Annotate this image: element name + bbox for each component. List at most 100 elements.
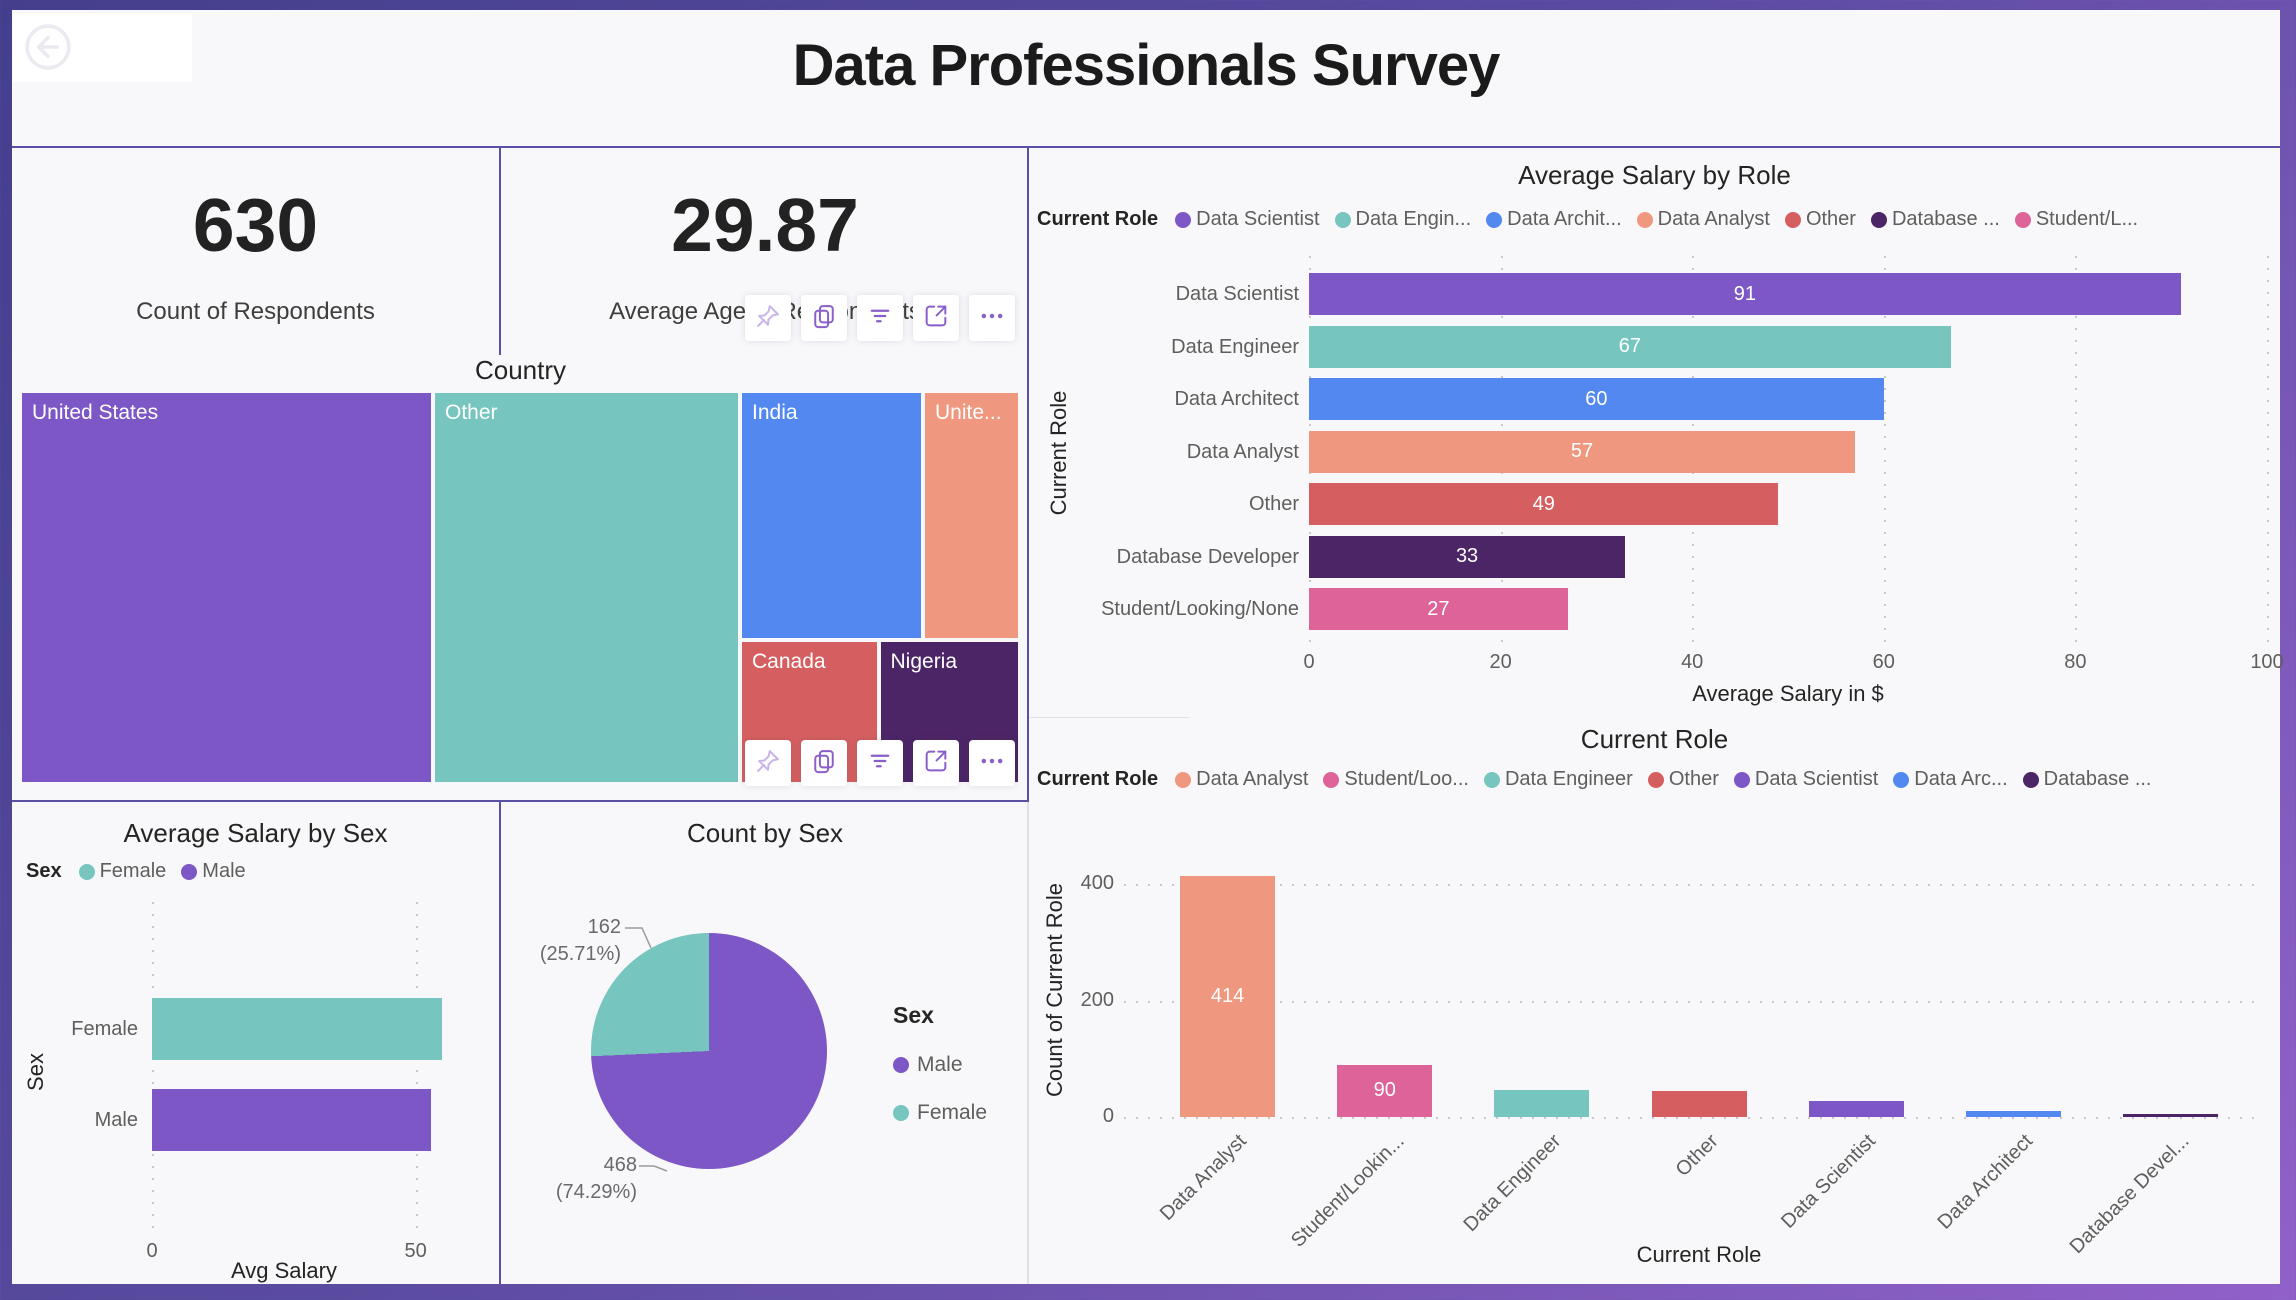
role-bar[interactable]: 60: [1309, 378, 1884, 420]
axis-tick: 0: [1102, 1105, 1114, 1127]
legend-label: Student/Loo...: [1344, 768, 1469, 790]
legend-item[interactable]: Male: [181, 860, 246, 883]
filter-button[interactable]: [857, 295, 903, 341]
grid-line: [2075, 256, 2078, 643]
pie-title: Count by Sex: [686, 818, 844, 848]
treemap-tile[interactable]: Other: [433, 391, 740, 784]
legend-dot: [78, 863, 95, 880]
legend-item[interactable]: Female: [893, 1101, 987, 1125]
legend-item[interactable]: Data Analyst: [1175, 768, 1308, 791]
left-right-divider-lower: [1027, 802, 1029, 1284]
legend-item[interactable]: Student/L...: [2014, 208, 2138, 231]
salary-by-role-chart: Average Salary by Role Current Role Data…: [1029, 148, 2284, 718]
more-options-button[interactable]: [969, 295, 1015, 341]
axis-tick: 50: [404, 1240, 427, 1262]
legend-dot: [1636, 211, 1653, 228]
category-label: Database Developer: [1116, 545, 1299, 568]
legend-dot: [1733, 771, 1750, 788]
column-bar[interactable]: [2122, 1114, 2218, 1117]
column-bar[interactable]: [1965, 1110, 2061, 1117]
column-bar[interactable]: [1808, 1100, 1904, 1117]
legend-item[interactable]: Female: [78, 860, 166, 883]
pie-callout-female-pct: (25.71%): [539, 943, 621, 965]
grid-line: [1124, 1117, 2254, 1119]
value-label: 67: [1618, 335, 1642, 357]
role-bar[interactable]: 33: [1309, 535, 1626, 578]
legend-item[interactable]: Database ...: [1870, 208, 2000, 231]
legend-label: Data Analyst: [1196, 768, 1309, 790]
legend-label: Data Engineer: [1504, 768, 1633, 790]
header-underline: [12, 146, 2280, 148]
header: Data Professionals Survey: [12, 10, 2280, 146]
pin-button[interactable]: [745, 740, 791, 786]
legend-item[interactable]: Data Archit...: [1486, 208, 1622, 231]
role-bar[interactable]: 57: [1309, 430, 1856, 473]
role-bar[interactable]: 91: [1309, 273, 2181, 315]
visual-hover-toolbar: [745, 740, 1015, 786]
focus-mode-button[interactable]: [913, 740, 959, 786]
legend-label: Male: [202, 860, 246, 882]
legend-item[interactable]: Data Analyst: [1636, 208, 1770, 231]
back-button[interactable]: [13, 13, 192, 82]
value-label: 33: [1455, 545, 1479, 567]
legend-item[interactable]: Data Scientist: [1733, 768, 1879, 791]
axis-tick: 80: [2064, 651, 2087, 673]
sex-bar[interactable]: [152, 1089, 432, 1151]
more-options-button[interactable]: [969, 740, 1015, 786]
value-label: 60: [1585, 387, 1608, 410]
legend-label: Male: [917, 1053, 963, 1076]
column-bar[interactable]: 414: [1180, 876, 1276, 1117]
salary-by-sex-title: Average Salary by Sex: [123, 818, 388, 848]
left-right-divider: [1027, 148, 1029, 802]
legend-item[interactable]: Male: [893, 1053, 987, 1077]
legend-item[interactable]: Data Arc...: [1893, 768, 2008, 791]
legend-label: Data Archit...: [1507, 208, 1622, 230]
value-label: 57: [1570, 440, 1594, 462]
card-divider: [499, 148, 501, 355]
average-age-card: 29.87 Average Age of Respondents: [501, 148, 1029, 355]
legend-label: Data Scientist: [1754, 768, 1879, 790]
category-label: Other: [1671, 1130, 1723, 1181]
column-bar[interactable]: 90: [1337, 1064, 1433, 1117]
legend-label: Data Engin...: [1355, 208, 1472, 230]
grid-line: [1883, 256, 1886, 643]
copy-button[interactable]: [801, 295, 847, 341]
sex-bar[interactable]: [152, 998, 442, 1060]
legend-item[interactable]: Data Engin...: [1334, 208, 1472, 231]
category-label: Data Engineer: [1171, 335, 1299, 358]
column-bar[interactable]: [1651, 1090, 1747, 1117]
treemap-tile[interactable]: United States: [20, 391, 433, 784]
legend-item[interactable]: Database ...: [2022, 768, 2151, 791]
category-label: Data Architect: [1174, 388, 1299, 410]
pin-button[interactable]: [745, 295, 791, 341]
legend-dot: [1647, 771, 1664, 788]
sex-x-axis-title: Avg Salary: [231, 1258, 337, 1283]
legend-item[interactable]: Other: [1784, 208, 1856, 231]
legend-item[interactable]: Data Scientist: [1175, 208, 1320, 231]
copy-button[interactable]: [801, 740, 847, 786]
treemap-tile[interactable]: India: [740, 391, 923, 641]
filter-button[interactable]: [857, 740, 903, 786]
role-bar[interactable]: 49: [1309, 483, 1779, 525]
column-bar[interactable]: [1494, 1089, 1590, 1117]
count-x-axis-title: Current Role: [1636, 1242, 1762, 1267]
role-bar[interactable]: 67: [1309, 325, 1951, 368]
legend-item[interactable]: Other: [1647, 768, 1719, 791]
legend-title: Current Role: [1037, 208, 1159, 230]
legend-item[interactable]: Student/Loo...: [1323, 768, 1469, 791]
role-count-title: Current Role: [1580, 724, 1729, 754]
pie-slice[interactable]: [591, 933, 827, 1169]
role-x-axis-title: Average Salary in $: [1692, 681, 1884, 706]
axis-tick: 60: [1872, 651, 1895, 673]
focus-mode-button[interactable]: [913, 295, 959, 341]
legend-item[interactable]: Data Engineer: [1483, 768, 1633, 791]
legend-dot: [1486, 211, 1503, 228]
treemap-tile[interactable]: Unite...: [923, 391, 1020, 641]
treemap-title: Country: [474, 355, 567, 385]
legend-label: Data Scientist: [1196, 208, 1320, 230]
back-arrow-icon: [25, 24, 71, 70]
legend-title: Current Role: [1037, 768, 1159, 790]
role-bar[interactable]: 27: [1309, 588, 1568, 630]
legend-label: Data Arc...: [1914, 768, 2008, 790]
report-canvas: Data Professionals Survey 630 Count of R…: [12, 10, 2284, 1284]
